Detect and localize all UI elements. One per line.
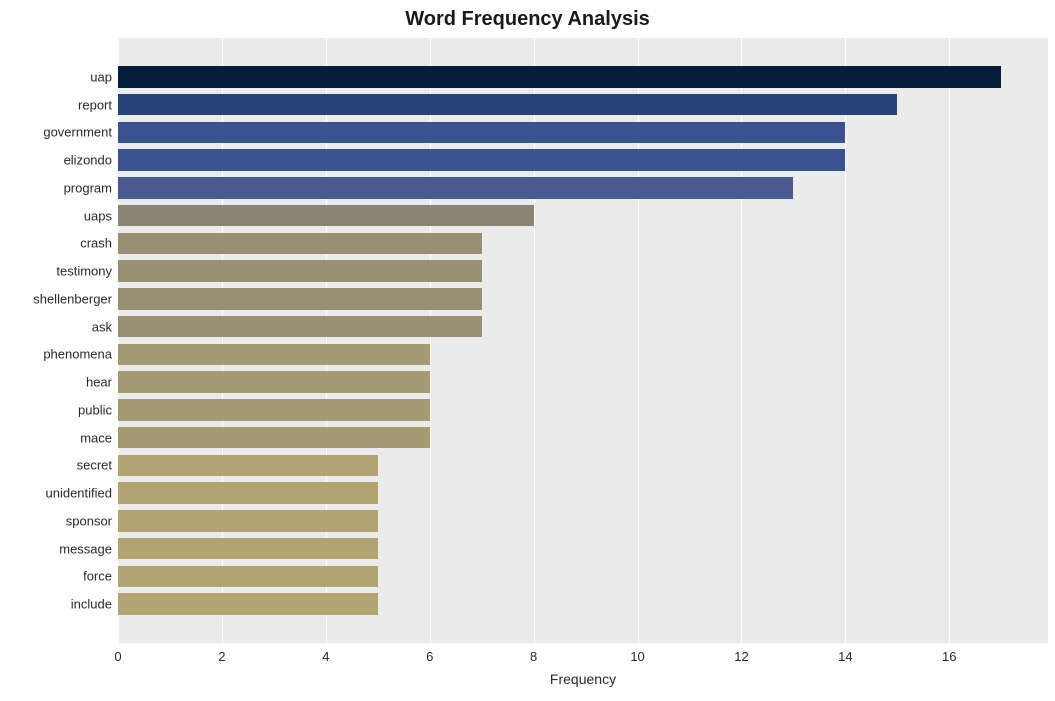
grid-line <box>845 38 846 643</box>
y-tick-label: uap <box>90 69 118 84</box>
x-tick-label: 0 <box>114 643 121 664</box>
x-tick-label: 16 <box>942 643 956 664</box>
bar <box>118 94 897 116</box>
bar <box>118 205 534 227</box>
bar <box>118 66 1001 88</box>
grid-line <box>949 38 950 643</box>
x-tick-label: 2 <box>218 643 225 664</box>
bar <box>118 538 378 560</box>
y-tick-label: testimony <box>56 264 118 279</box>
chart-title: Word Frequency Analysis <box>0 8 1055 31</box>
x-axis-title: Frequency <box>118 643 1048 687</box>
y-tick-label: ask <box>92 319 118 334</box>
bar <box>118 399 430 421</box>
x-tick-label: 6 <box>426 643 433 664</box>
x-tick-label: 10 <box>630 643 644 664</box>
bar <box>118 149 845 171</box>
x-tick-label: 14 <box>838 643 852 664</box>
bar <box>118 288 482 310</box>
y-tick-label: phenomena <box>43 347 118 362</box>
chart-container: Word Frequency Analysis Frequency 024681… <box>0 0 1055 701</box>
bar <box>118 371 430 393</box>
bar <box>118 593 378 615</box>
y-tick-label: unidentified <box>46 486 119 501</box>
plot-area: Frequency 0246810121416uapreportgovernme… <box>118 38 1048 643</box>
y-tick-label: report <box>78 97 118 112</box>
x-tick-label: 8 <box>530 643 537 664</box>
y-tick-label: elizondo <box>64 153 118 168</box>
bar <box>118 316 482 338</box>
y-tick-label: hear <box>86 375 118 390</box>
bar <box>118 122 845 144</box>
bar <box>118 427 430 449</box>
y-tick-label: government <box>43 125 118 140</box>
y-tick-label: secret <box>77 458 118 473</box>
y-tick-label: shellenberger <box>33 291 118 306</box>
y-tick-label: uaps <box>84 208 118 223</box>
bar <box>118 260 482 282</box>
y-tick-label: message <box>59 541 118 556</box>
y-tick-label: force <box>83 569 118 584</box>
y-tick-label: program <box>64 180 118 195</box>
y-tick-label: mace <box>80 430 118 445</box>
bar <box>118 510 378 532</box>
x-tick-label: 12 <box>734 643 748 664</box>
y-tick-label: public <box>78 402 118 417</box>
bar <box>118 233 482 255</box>
x-tick-label: 4 <box>322 643 329 664</box>
y-tick-label: crash <box>80 236 118 251</box>
bar <box>118 344 430 366</box>
y-tick-label: include <box>71 597 118 612</box>
y-tick-label: sponsor <box>66 513 118 528</box>
bar <box>118 566 378 588</box>
bar <box>118 177 793 199</box>
bar <box>118 455 378 477</box>
bar <box>118 482 378 504</box>
